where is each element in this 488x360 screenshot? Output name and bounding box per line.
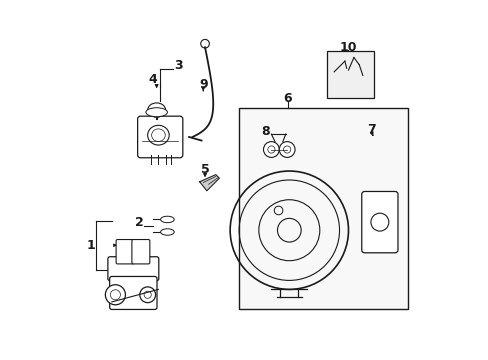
Text: 9: 9: [199, 78, 207, 91]
Ellipse shape: [145, 108, 167, 117]
Ellipse shape: [147, 103, 165, 117]
FancyBboxPatch shape: [361, 192, 397, 253]
Circle shape: [140, 287, 155, 303]
Circle shape: [279, 141, 294, 157]
Ellipse shape: [160, 229, 174, 235]
Text: 1: 1: [86, 239, 95, 252]
Text: 6: 6: [283, 92, 291, 105]
Text: 10: 10: [339, 41, 356, 54]
Ellipse shape: [160, 216, 174, 223]
FancyBboxPatch shape: [108, 257, 159, 281]
Text: 2: 2: [135, 216, 144, 229]
FancyBboxPatch shape: [116, 239, 134, 264]
Text: 5: 5: [200, 163, 209, 176]
Circle shape: [105, 285, 125, 305]
FancyBboxPatch shape: [109, 276, 157, 310]
Text: 3: 3: [174, 59, 182, 72]
Polygon shape: [199, 175, 219, 191]
Bar: [326, 51, 373, 98]
FancyBboxPatch shape: [137, 116, 183, 158]
Bar: [239, 108, 407, 309]
FancyBboxPatch shape: [132, 239, 149, 264]
Circle shape: [263, 141, 279, 157]
Text: 7: 7: [366, 123, 375, 136]
Text: 4: 4: [148, 73, 157, 86]
Text: 8: 8: [261, 125, 270, 138]
